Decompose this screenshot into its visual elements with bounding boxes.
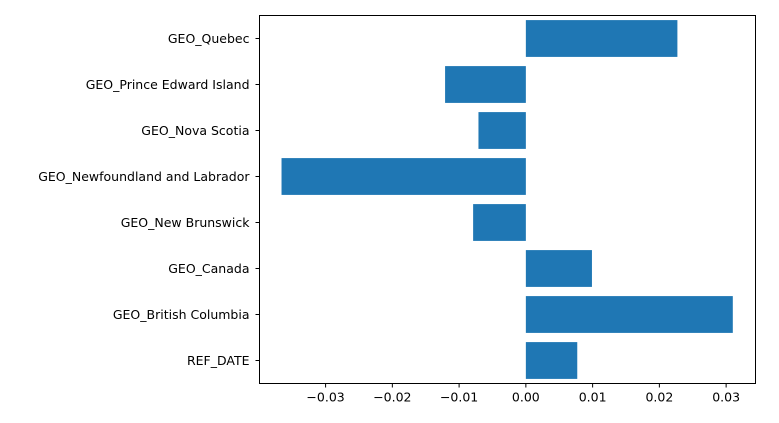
y-tick-label: GEO_Canada [168,261,249,276]
y-axis: REF_DATE GEO_British Columbia GEO_Canada GE… [38,31,260,368]
x-tick-label: 0.01 [579,390,607,405]
bar-geo-nova-scotia [478,112,526,149]
bars-layer [281,20,733,379]
bar-geo-newfoundland-and-labrador [281,158,526,195]
bar-geo-canada [525,250,592,287]
bar-geo-new-brunswick [473,204,526,241]
y-tick-label: GEO_Newfoundland and Labrador [38,169,250,184]
bar-geo-quebec [525,20,678,57]
bar-geo-british-columbia [525,296,733,333]
plot-frame [259,15,756,384]
x-tick-label: 0.03 [712,390,740,405]
bar-ref-date [525,342,578,379]
bar-geo-prince-edward-island [445,66,526,103]
x-tick-label: 0.02 [645,390,673,405]
y-tick-label: GEO_Prince Edward Island [86,77,250,92]
x-tick-label: −0.03 [306,390,344,405]
x-axis: −0.03 −0.02 −0.01 0.00 0.01 0.02 0.03 [306,383,740,405]
y-tick-label: GEO_Nova Scotia [141,123,249,138]
y-tick-label: GEO_Quebec [168,31,250,46]
x-tick-label: −0.02 [373,390,411,405]
y-tick-label: REF_DATE [187,353,250,368]
x-tick-label: −0.01 [440,390,478,405]
y-tick-label: GEO_New Brunswick [121,215,251,230]
x-tick-label: 0.00 [512,390,540,405]
y-tick-label: GEO_British Columbia [113,307,250,322]
